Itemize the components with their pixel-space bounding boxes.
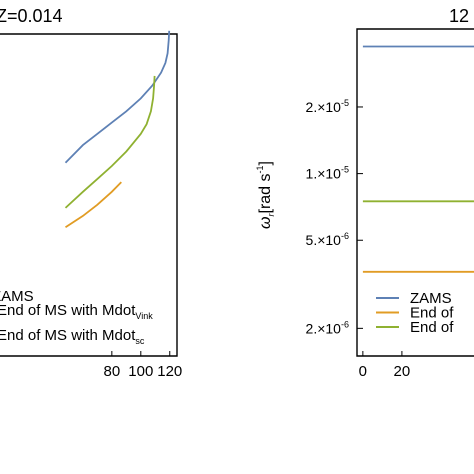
left-legend-entry-zams: ZAMS <box>0 288 34 305</box>
right-panel: 12 2.×10-5 1.×10-5 5.×10-6 2.×10-6 0 20 ωr[r… <box>255 6 474 380</box>
right-y-tick-label-3: 2.×10-6 <box>306 319 349 336</box>
left-series-line-1 <box>64 75 156 209</box>
left-legend-entry-vink: End of MS with MdotVink <box>0 302 153 321</box>
right-y-tick-label-0: 2.×10-5 <box>306 98 349 115</box>
right-y-axis-label: ωr[rad s-1] <box>255 161 276 229</box>
left-x-tick-label-1: 100 <box>128 363 153 380</box>
right-y-ticks: 2.×10-5 1.×10-5 5.×10-6 2.×10-6 <box>306 98 363 336</box>
left-legend-entry-sc: End of MS with Mdotsc <box>0 327 145 346</box>
right-legend-label-2: End of <box>410 319 454 336</box>
left-x-tick-label-0: 80 <box>103 363 120 380</box>
left-series-line-0 <box>64 30 171 164</box>
left-panel-title: Z=0.014 <box>0 6 63 26</box>
right-x-ticks: 0 20 <box>359 351 411 380</box>
right-legend-label-0: ZAMS <box>410 290 452 307</box>
left-x-tick-label-2: 120 <box>157 363 182 380</box>
right-series-group <box>362 45 474 273</box>
right-y-tick-label-2: 5.×10-6 <box>306 231 349 248</box>
right-x-tick-label-0: 0 <box>359 363 367 380</box>
left-frame <box>0 33 178 357</box>
left-x-ticks: 80 100 120 <box>103 351 182 380</box>
right-panel-title: 12 <box>449 6 469 26</box>
left-legend: ZAMS End of MS with MdotVink End of MS w… <box>0 288 153 346</box>
left-series-line-2 <box>65 181 122 228</box>
right-legend-label-1: End of <box>410 305 454 322</box>
right-x-tick-label-1: 20 <box>394 363 411 380</box>
right-frame <box>356 28 474 357</box>
right-y-tick-label-1: 1.×10-5 <box>306 165 349 182</box>
left-series-group <box>64 30 171 228</box>
